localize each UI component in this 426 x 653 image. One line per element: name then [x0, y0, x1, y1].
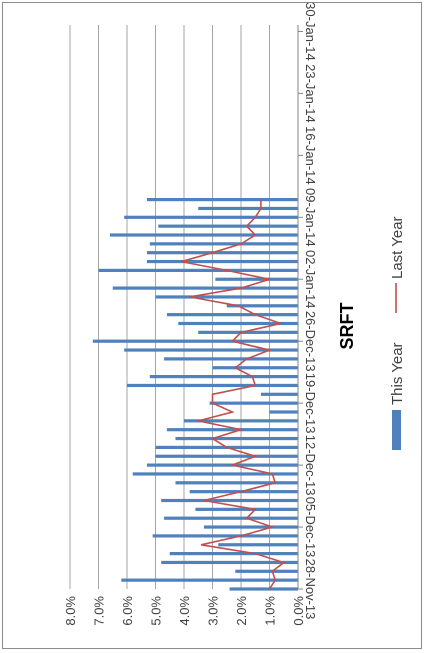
x-tick-label: 16-Jan-14 [303, 126, 318, 185]
bar-this-year [149, 242, 298, 246]
x-tick-label: 28-Nov-13 [303, 559, 318, 620]
bar-this-year [212, 366, 298, 370]
x-tick-labels: 28-Nov-1305-Dec-1312-Dec-1319-Dec-1326-D… [298, 2, 318, 619]
bar-this-year [146, 198, 298, 202]
legend-this-year-label: This Year [389, 342, 406, 405]
bar-this-year [209, 401, 298, 405]
legend-this-year-swatch [392, 410, 401, 450]
y-tick-label: 4.0% [177, 596, 192, 626]
legend-last-year-label: Last Year [389, 216, 406, 279]
last-year-line [180, 199, 286, 590]
bar-this-year [164, 516, 298, 520]
bar-this-year [218, 543, 298, 547]
bar-this-year [198, 206, 298, 211]
bar-this-year [229, 587, 298, 591]
chart-frame [2, 2, 422, 649]
bar-this-year [203, 525, 298, 529]
bar-this-year [112, 286, 298, 290]
y-tick-label: 8.0% [63, 596, 78, 626]
bar-this-year [175, 436, 298, 441]
bar-this-year [124, 348, 299, 352]
x-tick-label: 26-Dec-13 [303, 311, 318, 372]
bar-this-year [92, 339, 298, 343]
y-tick-labels: 0.0% 1.0% 2.0% 3.0% 4.0% 5.0% 6.0% 7.0% 8.0% [63, 596, 306, 626]
bar-this-year [98, 268, 298, 272]
chart-title: SRFT [337, 303, 357, 350]
bar-this-year [178, 321, 298, 326]
bar-this-year [195, 507, 298, 511]
bar-this-year [198, 330, 298, 334]
y-tick-label: 3.0% [206, 596, 221, 626]
y-tick-label: 5.0% [149, 596, 164, 626]
bar-this-year [152, 534, 298, 538]
bar-this-year [146, 259, 298, 264]
x-tick-label: 09-Jan-14 [303, 188, 318, 247]
y-tick-label: 2.0% [234, 596, 249, 626]
bar-this-year [155, 454, 298, 458]
bar-this-year [169, 552, 298, 556]
bar-this-year [235, 569, 298, 573]
gridlines [69, 25, 270, 589]
bar-this-year [161, 498, 298, 503]
x-tick-label: 30-Jan-14 [303, 2, 318, 61]
bar-this-year [166, 428, 298, 432]
y-tick-label: 7.0% [92, 596, 107, 626]
bar-this-year [215, 277, 298, 281]
this-year-bars [92, 198, 299, 591]
bar-this-year [124, 215, 299, 219]
x-tick-label: 19-Dec-13 [303, 373, 318, 434]
y-tick-label: 6.0% [120, 596, 135, 626]
bar-this-year [164, 357, 298, 361]
bar-this-year [158, 224, 298, 228]
bar-this-year [127, 383, 298, 388]
bar-this-year [166, 313, 298, 317]
legend: This Year Last Year [389, 216, 406, 450]
bar-this-year [146, 251, 298, 255]
x-tick-label: 05-Dec-13 [303, 497, 318, 558]
y-tick-label: 0.0% [291, 596, 306, 626]
bar-this-year [175, 481, 298, 485]
bar-this-year [155, 295, 298, 299]
y-tick-label: 1.0% [263, 596, 278, 626]
bar-this-year [260, 392, 298, 396]
bar-this-year [146, 463, 298, 467]
bar-this-year [132, 472, 298, 476]
bar-this-year [149, 375, 298, 379]
bar-this-year [109, 233, 299, 237]
bar-this-year [226, 304, 298, 308]
bar-this-year [184, 419, 298, 423]
x-tick-label: 12-Dec-13 [303, 435, 318, 496]
bar-this-year [121, 578, 298, 582]
bar-this-year [269, 410, 298, 414]
plot-area: 28-Nov-1305-Dec-1312-Dec-1319-Dec-1326-D… [63, 2, 318, 625]
x-tick-label: 02-Jan-14 [303, 250, 318, 309]
bar-this-year [161, 560, 298, 565]
x-tick-label: 23-Jan-14 [303, 64, 318, 123]
